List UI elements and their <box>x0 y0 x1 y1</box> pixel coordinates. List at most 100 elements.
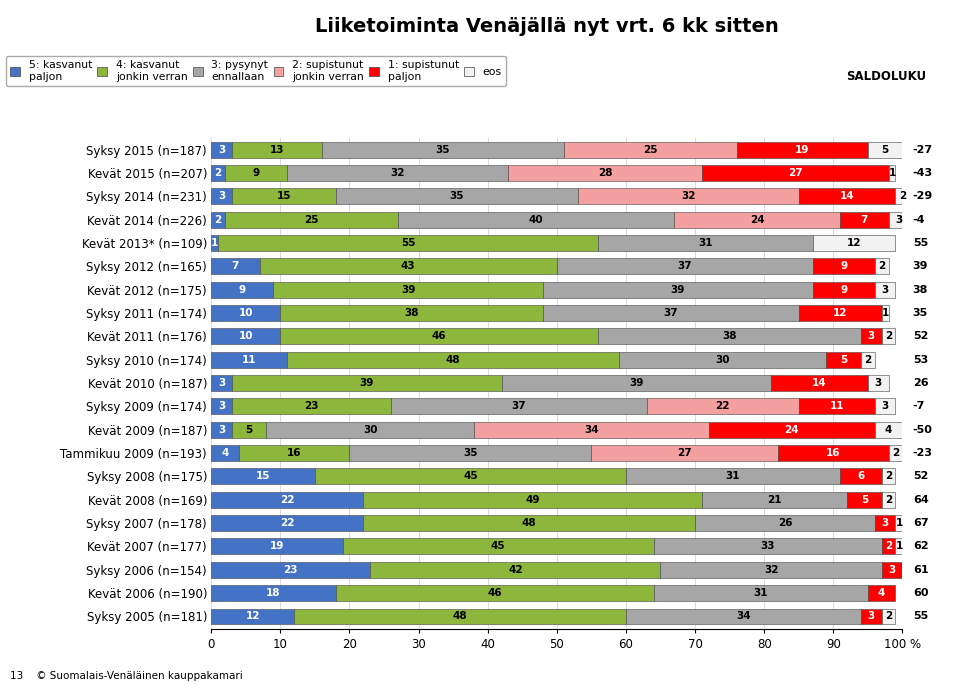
Bar <box>397 212 674 228</box>
Text: 26: 26 <box>913 378 928 388</box>
Bar <box>889 445 902 461</box>
Bar <box>578 188 799 205</box>
Text: -50: -50 <box>913 425 933 435</box>
Text: 37: 37 <box>678 261 692 272</box>
Text: 18: 18 <box>266 588 280 598</box>
Bar <box>391 399 647 415</box>
Text: 3: 3 <box>218 192 226 201</box>
Bar <box>654 586 868 601</box>
Text: 33: 33 <box>760 542 775 551</box>
Text: 3: 3 <box>868 331 875 341</box>
Bar <box>211 259 259 274</box>
Text: 31: 31 <box>754 588 768 598</box>
Bar <box>211 352 287 367</box>
Bar <box>881 492 896 508</box>
Text: 10: 10 <box>238 331 253 341</box>
Text: 2: 2 <box>885 542 892 551</box>
Text: -43: -43 <box>913 168 933 178</box>
Text: 2: 2 <box>885 611 892 622</box>
Text: 46: 46 <box>488 588 502 598</box>
Text: 55: 55 <box>913 611 928 622</box>
Text: 23: 23 <box>283 565 298 575</box>
Bar <box>619 352 827 367</box>
Bar <box>647 399 799 415</box>
Bar <box>211 188 232 205</box>
Bar <box>598 235 812 251</box>
Bar <box>875 282 896 298</box>
Text: 11: 11 <box>242 355 256 365</box>
Bar <box>280 305 543 321</box>
Bar <box>881 469 896 484</box>
Bar <box>827 352 861 367</box>
Text: 34: 34 <box>736 611 751 622</box>
Text: 1: 1 <box>896 542 902 551</box>
Text: 3: 3 <box>218 378 226 388</box>
Bar <box>771 375 868 391</box>
Bar <box>847 492 881 508</box>
Text: 1: 1 <box>888 168 896 178</box>
Text: 13: 13 <box>270 144 284 155</box>
Text: 42: 42 <box>508 565 522 575</box>
Bar <box>225 212 397 228</box>
Text: 25: 25 <box>304 215 319 224</box>
Text: 3: 3 <box>218 402 226 411</box>
Text: 37: 37 <box>512 402 526 411</box>
Bar <box>889 165 896 181</box>
Bar <box>881 328 896 344</box>
Text: -23: -23 <box>913 448 933 458</box>
Text: 35: 35 <box>913 308 928 318</box>
Bar <box>875 422 902 438</box>
Text: 38: 38 <box>404 308 419 318</box>
Bar <box>336 586 654 601</box>
Text: 43: 43 <box>401 261 416 272</box>
Bar <box>315 469 626 484</box>
Text: 19: 19 <box>270 542 284 551</box>
Text: 5: 5 <box>840 355 848 365</box>
Bar <box>881 538 896 554</box>
Text: 3: 3 <box>218 425 226 435</box>
Text: 3: 3 <box>896 215 902 224</box>
Bar <box>896 515 902 531</box>
Text: 22: 22 <box>280 495 295 505</box>
Text: 9: 9 <box>252 168 260 178</box>
Text: 4: 4 <box>878 588 885 598</box>
Bar <box>211 586 336 601</box>
Text: 52: 52 <box>913 331 928 341</box>
Text: 9: 9 <box>840 285 848 295</box>
Text: 25: 25 <box>643 144 658 155</box>
Bar <box>232 399 391 415</box>
Text: 24: 24 <box>750 215 764 224</box>
Text: 4: 4 <box>885 425 892 435</box>
Bar <box>702 165 889 181</box>
Text: 9: 9 <box>840 261 848 272</box>
Text: 40: 40 <box>529 215 543 224</box>
Text: 62: 62 <box>913 542 928 551</box>
Bar <box>211 328 280 344</box>
Bar <box>211 609 294 624</box>
Bar <box>280 328 598 344</box>
Text: 12: 12 <box>847 238 861 248</box>
Text: -7: -7 <box>913 402 925 411</box>
Text: 12: 12 <box>246 611 260 622</box>
Text: 35: 35 <box>463 448 478 458</box>
Text: 1: 1 <box>881 308 889 318</box>
Text: 30: 30 <box>363 425 377 435</box>
Bar <box>287 165 509 181</box>
Text: 4: 4 <box>222 448 228 458</box>
Text: 53: 53 <box>913 355 928 365</box>
Bar <box>322 142 564 157</box>
Text: 7: 7 <box>231 261 239 272</box>
Text: 45: 45 <box>463 471 478 482</box>
Text: 23: 23 <box>304 402 319 411</box>
Text: -4: -4 <box>913 215 925 224</box>
Bar <box>343 538 654 554</box>
Bar <box>598 328 861 344</box>
Text: 31: 31 <box>698 238 712 248</box>
Bar <box>543 305 799 321</box>
Text: 2: 2 <box>214 168 222 178</box>
Bar <box>702 492 847 508</box>
Bar <box>591 445 778 461</box>
Bar <box>267 422 474 438</box>
Bar <box>211 212 225 228</box>
Text: 2: 2 <box>885 471 892 482</box>
